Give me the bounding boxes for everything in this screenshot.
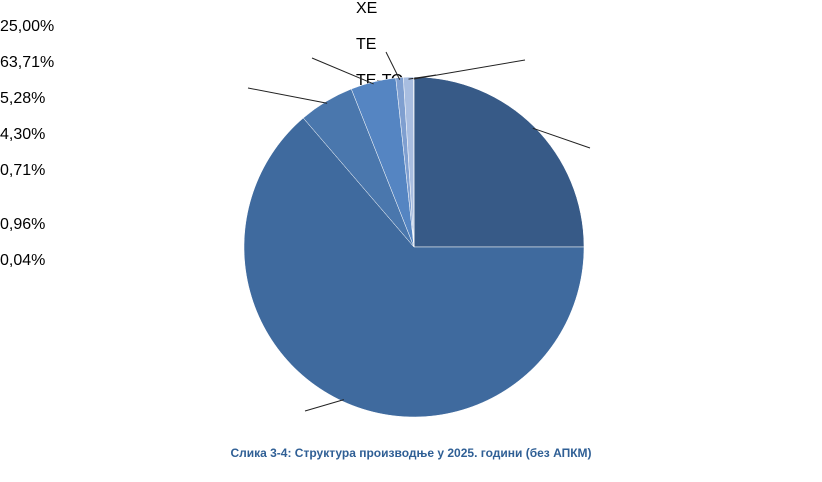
value-label: 0,71% [0,162,46,179]
value-label: 25,00% [0,18,55,35]
category-label: ХЕ [356,0,378,17]
caption: Слика 3-4: Структура производње у 2025. … [230,446,592,460]
value-label: 0,96% [0,216,46,233]
leader-line [532,127,591,149]
category-label: ТЕ [356,36,377,53]
leader-line [247,87,328,104]
leader-line [311,57,374,85]
slice-label: ТЕ 63,71% [0,36,822,72]
leader-line [385,51,401,80]
pie-slice [413,76,585,248]
slice-label: ХЕ 25,00% [0,0,822,36]
leader-line [413,59,526,80]
value-label: 4,30% [0,126,46,143]
pie-slice [243,117,585,418]
value-label: 5,28% [0,90,46,107]
value-label: 63,71% [0,54,55,71]
value-label: 0,04% [0,252,46,269]
leader-line [304,399,344,412]
